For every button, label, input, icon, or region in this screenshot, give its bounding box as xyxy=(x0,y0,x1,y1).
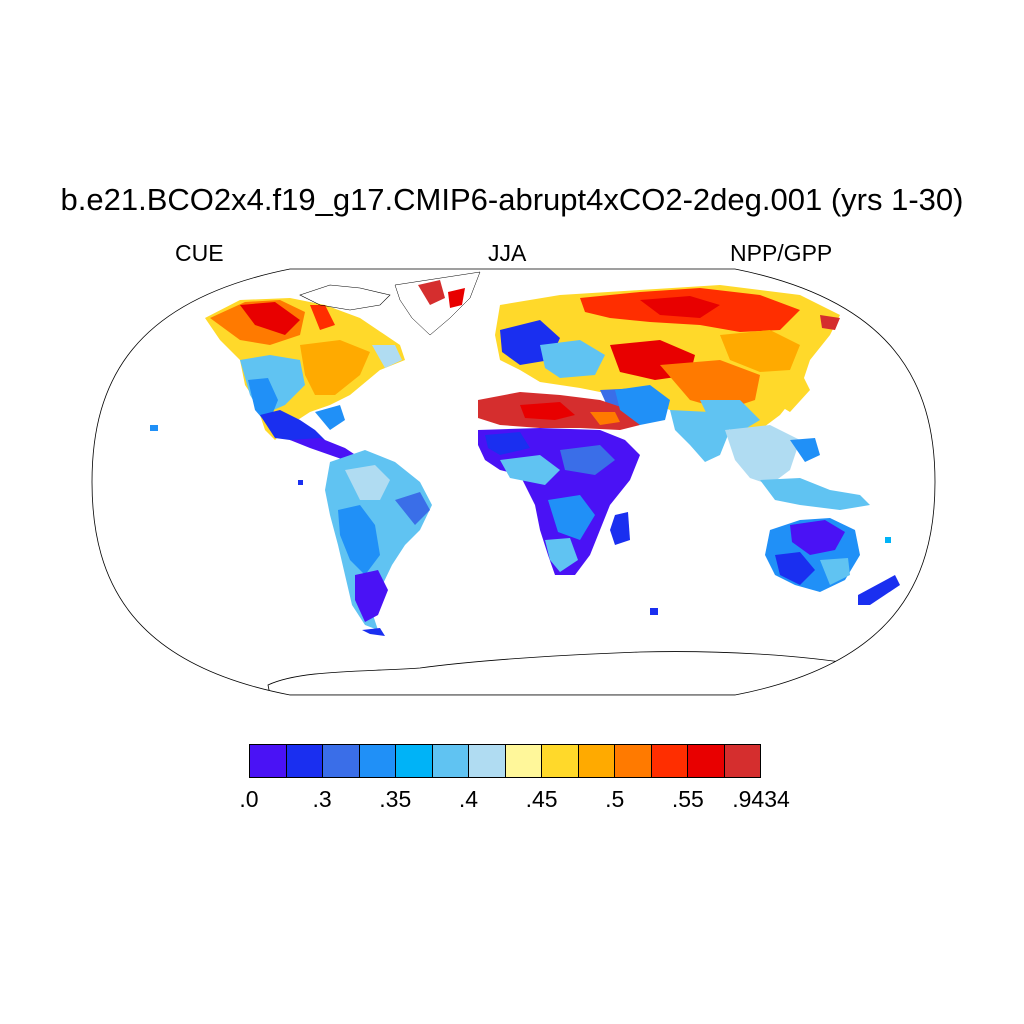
island-patch xyxy=(150,425,158,431)
colorbar-swatch xyxy=(396,745,433,777)
colorbar-swatch xyxy=(359,745,396,777)
colorbar-labels: .0 .3 .35 .4 .45 .5 .55 .9434 xyxy=(0,786,1024,816)
colorbar-swatch xyxy=(432,745,469,777)
colorbar-swatch xyxy=(615,745,652,777)
australia xyxy=(765,518,900,605)
south-america xyxy=(325,450,432,636)
colorbar-swatch xyxy=(323,745,360,777)
north-america xyxy=(205,298,405,445)
colorbar-tick-label: .55 xyxy=(671,786,704,812)
africa xyxy=(478,428,640,575)
north-africa xyxy=(478,392,640,430)
colorbar-swatch xyxy=(688,745,725,777)
units-label: NPP/GPP xyxy=(730,240,833,266)
arctic-islands-outline xyxy=(299,284,391,311)
colorbar-swatch xyxy=(724,745,760,777)
colorbar-tick-label: .0 xyxy=(239,786,259,812)
south-asia xyxy=(670,410,870,510)
colorbar-swatch xyxy=(250,745,287,777)
greenland xyxy=(394,271,481,336)
colorbar-tick-label: .9434 xyxy=(732,786,790,812)
island-patch xyxy=(885,537,891,543)
colorbar-tick-label: .3 xyxy=(312,786,332,812)
eurasia xyxy=(495,285,840,432)
island-patch xyxy=(650,608,658,615)
colorbar-tick-label: .5 xyxy=(605,786,625,812)
colorbar-swatch xyxy=(651,745,688,777)
colorbar-tick-label: .35 xyxy=(379,786,412,812)
season-label: JJA xyxy=(488,240,527,266)
colorbar-tick-label: .4 xyxy=(458,786,479,812)
middle-east xyxy=(615,385,670,425)
variable-label: CUE xyxy=(175,240,224,266)
colorbar-swatch xyxy=(286,745,323,777)
central-america xyxy=(290,438,360,462)
colorbar-swatch xyxy=(469,745,506,777)
colorbar-swatch xyxy=(578,745,615,777)
colorbar-tick-label: .45 xyxy=(525,786,558,812)
island-patch xyxy=(298,480,303,485)
colorbar-swatch xyxy=(542,745,579,777)
map-title: b.e21.BCO2x4.f19_g17.CMIP6-abrupt4xCO2-2… xyxy=(60,182,964,217)
colorbar xyxy=(249,744,761,778)
colorbar-swatch xyxy=(505,745,542,777)
